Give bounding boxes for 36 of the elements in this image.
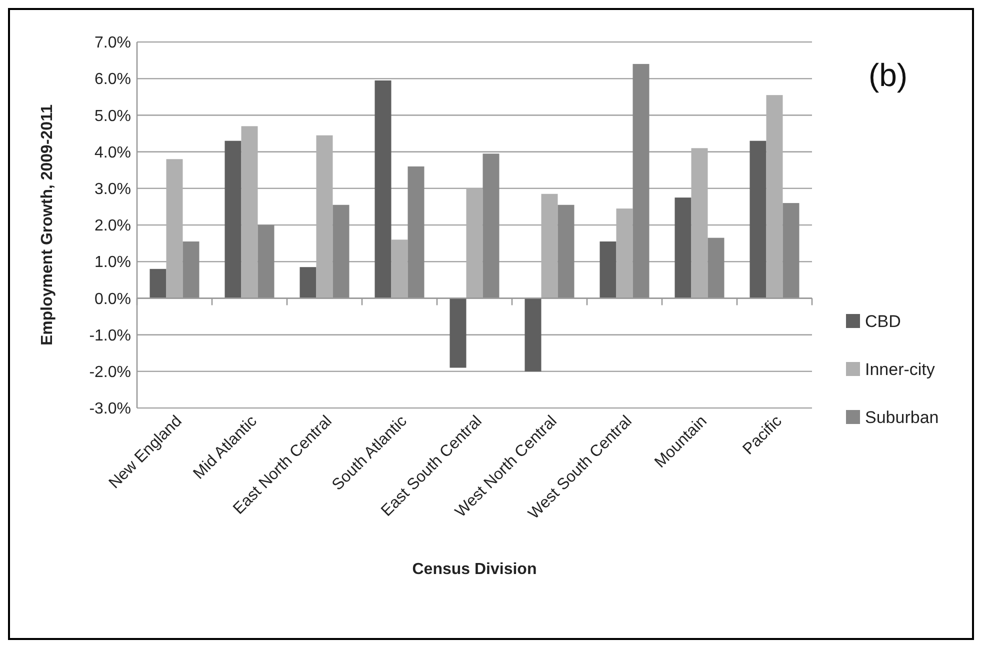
bar [374, 80, 392, 298]
bar [524, 298, 542, 372]
bar [150, 268, 166, 298]
text: (b) [868, 57, 908, 93]
bar [600, 241, 616, 298]
legend-label: Suburban [865, 408, 939, 427]
bar [332, 204, 350, 298]
y-tick-label: -3.0% [89, 400, 131, 418]
bar [674, 198, 692, 298]
bar [258, 225, 274, 298]
bar [782, 203, 800, 298]
legend-label: Inner-city [865, 360, 936, 379]
y-tick-label: 1.0% [94, 254, 131, 272]
y-tick-label: 7.0% [94, 34, 131, 52]
bar [750, 140, 766, 298]
y-tick-label: 0.0% [94, 290, 131, 308]
bar [558, 204, 574, 298]
bar [450, 298, 466, 368]
y-tick-label: 3.0% [94, 181, 131, 198]
y-tick-label: 6.0% [94, 71, 131, 88]
legend-label: CBD [865, 312, 901, 331]
bar [408, 166, 424, 298]
y-tick-label: 5.0% [94, 108, 131, 125]
y-tick-label: 4.0% [94, 144, 131, 162]
y-tick-label: 2.0% [94, 218, 131, 235]
bar [224, 140, 242, 298]
bar [632, 64, 650, 298]
y-axis-title: Employment Growth, 2009-2011 [39, 104, 56, 346]
y-tick-label: -1.0% [89, 327, 131, 344]
bar [708, 238, 724, 298]
x-axis-title: Census Division [412, 561, 537, 578]
bar [182, 241, 200, 298]
y-tick-label: -2.0% [89, 364, 131, 381]
bar [391, 240, 408, 298]
bar [300, 267, 316, 298]
bar [482, 154, 500, 298]
